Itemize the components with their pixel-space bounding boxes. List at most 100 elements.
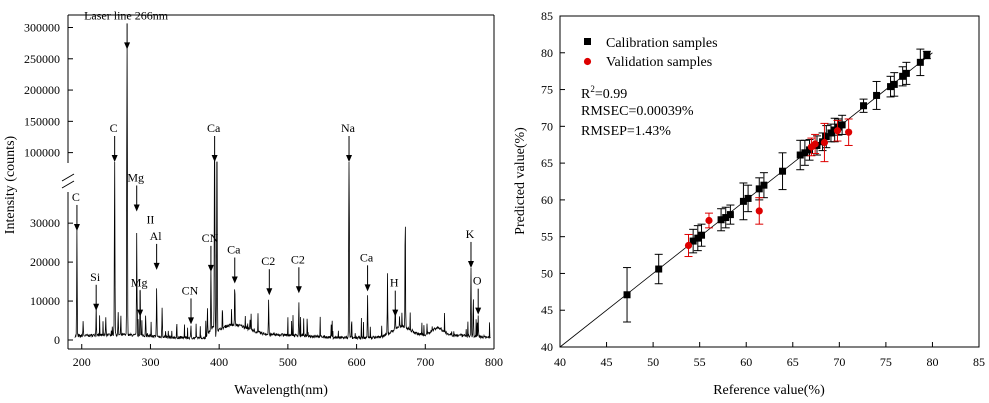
annotation-arrowhead bbox=[211, 155, 218, 162]
y-tick-label: 75 bbox=[541, 83, 553, 97]
r2-prefix: R bbox=[581, 87, 591, 102]
calibration-point bbox=[890, 80, 898, 88]
annotation-arrowhead bbox=[295, 286, 302, 294]
calibration-point bbox=[744, 194, 752, 202]
annotation-arrowhead bbox=[153, 262, 160, 270]
right-x-ticks: 40 45 50 55 60 65 70 75 80 85 bbox=[554, 342, 985, 369]
calibration-point bbox=[902, 69, 910, 77]
annotation-label: Laser line 266nm bbox=[84, 8, 169, 22]
annotation-label: Ca bbox=[227, 243, 241, 257]
calibration-point bbox=[755, 185, 763, 193]
validation-point bbox=[705, 216, 713, 225]
x-tick-label: 60 bbox=[740, 355, 752, 369]
annotation-arrowhead bbox=[187, 317, 194, 325]
left-x-ticks: 200 300 400 500 600 700 800 bbox=[73, 344, 503, 369]
legend-label-validation: Validation samples bbox=[606, 55, 712, 70]
annotation-label: Mg bbox=[131, 276, 148, 290]
annotation-arrowhead bbox=[346, 155, 353, 162]
validation-point bbox=[811, 140, 819, 148]
annotation-label: II bbox=[146, 212, 154, 226]
legend: Calibration samples Validation samples bbox=[583, 36, 718, 70]
annotation-arrowhead bbox=[467, 260, 474, 268]
annotation-arrowhead bbox=[93, 303, 100, 311]
annotation-label: K bbox=[466, 227, 475, 241]
validation-point bbox=[820, 138, 829, 147]
x-tick-label: 45 bbox=[601, 355, 613, 369]
axis-break-mark bbox=[61, 173, 75, 182]
y-tick-label: 45 bbox=[541, 303, 553, 317]
calibration-point bbox=[739, 197, 747, 205]
calibration-point bbox=[722, 214, 730, 222]
annotation-arrowhead bbox=[392, 309, 399, 317]
calibration-point bbox=[779, 167, 787, 175]
annotation-label: C2 bbox=[291, 252, 305, 266]
y-tick-label: 30000 bbox=[30, 216, 60, 230]
statistics: R2=0.99 RMSEC=0.00039% RMSEP=1.43% bbox=[581, 84, 694, 139]
x-tick-label: 400 bbox=[210, 355, 228, 369]
calibration-point bbox=[887, 83, 895, 91]
calibration-point bbox=[873, 91, 881, 99]
y-tick-label: 100000 bbox=[24, 146, 60, 160]
calibration-point bbox=[717, 216, 725, 224]
x-tick-label: 55 bbox=[694, 355, 706, 369]
rmsep: RMSEP=1.43% bbox=[581, 124, 671, 139]
annotation-label: CN bbox=[202, 231, 219, 245]
x-tick-label: 85 bbox=[973, 355, 985, 369]
calibration-point bbox=[838, 121, 846, 129]
r2-value: =0.99 bbox=[595, 87, 627, 102]
y-tick-label: 50 bbox=[541, 266, 553, 280]
annotation-arrowhead bbox=[364, 284, 371, 292]
annotation-label: O bbox=[473, 274, 482, 288]
calibration-point bbox=[655, 265, 663, 273]
y-tick-label: 200000 bbox=[24, 83, 60, 97]
validation-point bbox=[684, 241, 693, 250]
left-y-axis-label: Intensity (counts) bbox=[3, 135, 18, 234]
y-tick-label: 0 bbox=[54, 333, 60, 347]
annotation-label: CN bbox=[182, 283, 199, 297]
right-x-axis-label: Reference value(%) bbox=[713, 383, 825, 398]
x-tick-label: 75 bbox=[880, 355, 892, 369]
peak-annotations: Laser line 266nm C Mg II Ca Na C Al CN Ca C2 C2 Si Mg… bbox=[72, 8, 482, 325]
scatter-chart: 40 45 50 55 60 65 70 75 80 85 40 45 50 55 60 65 70 75 80 8… bbox=[513, 9, 985, 398]
spectrum-chart: 200 300 400 500 600 700 800 0 10000 20000 30000 10… bbox=[3, 8, 503, 398]
calibration-point bbox=[796, 151, 804, 159]
spectrum-line bbox=[74, 42, 491, 341]
left-y-ticks: 0 10000 20000 30000 100000 150000 200000 250000… bbox=[24, 21, 73, 347]
x-tick-label: 800 bbox=[485, 355, 503, 369]
calibration-point bbox=[689, 237, 697, 245]
annotation-label: Si bbox=[90, 270, 101, 284]
annotation-label: C2 bbox=[261, 254, 275, 268]
calibration-point bbox=[923, 51, 931, 59]
annotation-label: C bbox=[110, 121, 118, 135]
calibration-point bbox=[916, 58, 924, 66]
annotation-label: Ca bbox=[207, 121, 221, 135]
annotation-arrowhead bbox=[207, 264, 214, 272]
y-tick-label: 20000 bbox=[30, 255, 60, 269]
calibration-point bbox=[760, 181, 768, 189]
legend-label-calibration: Calibration samples bbox=[606, 36, 718, 51]
validation-point bbox=[845, 128, 853, 136]
scatter-points bbox=[623, 48, 931, 323]
x-tick-label: 80 bbox=[926, 355, 938, 369]
right-plot-frame bbox=[559, 15, 980, 348]
r-squared: R2=0.99 bbox=[581, 84, 627, 102]
annotation-label: Mg bbox=[127, 170, 144, 184]
y-tick-label: 250000 bbox=[24, 52, 60, 66]
r2-superscript: 2 bbox=[590, 84, 595, 94]
right-y-ticks: 40 45 50 55 60 65 70 75 80 85 bbox=[541, 9, 565, 354]
rmsec: RMSEC=0.00039% bbox=[581, 104, 694, 119]
calibration-point bbox=[822, 133, 830, 141]
x-tick-label: 70 bbox=[833, 355, 845, 369]
calibration-point bbox=[834, 123, 842, 131]
y-tick-label: 10000 bbox=[30, 294, 60, 308]
x-tick-label: 300 bbox=[141, 355, 159, 369]
spectrum-trace bbox=[74, 42, 491, 341]
y-tick-label: 65 bbox=[541, 156, 553, 170]
y-tick-label: 80 bbox=[541, 46, 553, 60]
x-tick-label: 700 bbox=[416, 355, 434, 369]
annotation-arrowhead bbox=[73, 223, 80, 231]
calibration-point bbox=[827, 129, 835, 137]
calibration-point bbox=[860, 102, 868, 110]
calibration-point bbox=[623, 291, 631, 299]
